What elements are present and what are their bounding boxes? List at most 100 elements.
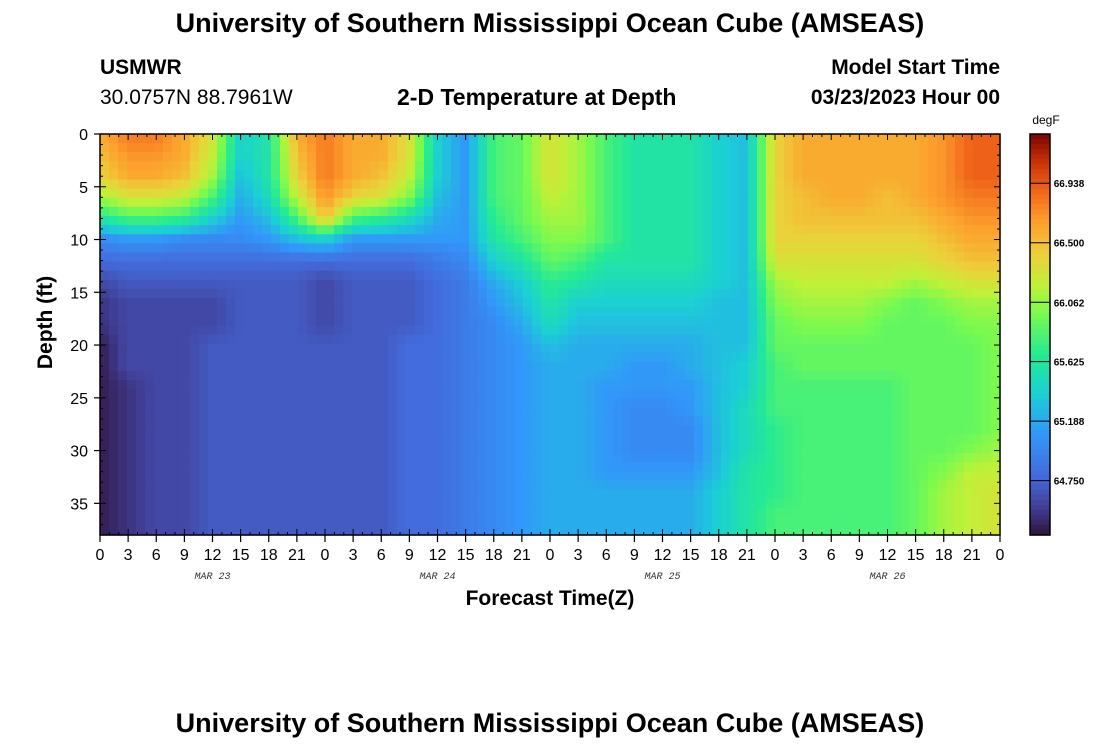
heatmap-cell — [631, 170, 641, 181]
heatmap-cell — [109, 370, 119, 381]
heatmap-cell — [982, 471, 992, 481]
heatmap-cell — [442, 498, 452, 509]
heatmap-cell — [946, 197, 956, 208]
heatmap-cell — [595, 298, 605, 308]
heatmap-cell — [595, 316, 605, 326]
heatmap-cell — [649, 525, 659, 536]
heatmap-cell — [757, 234, 767, 244]
heatmap-cell — [874, 498, 884, 509]
heatmap-cell — [568, 525, 578, 536]
heatmap-cell — [343, 161, 353, 172]
heatmap-cell — [622, 270, 632, 281]
heatmap-cell — [172, 398, 182, 409]
heatmap-cell — [397, 452, 407, 463]
heatmap-cell — [910, 261, 920, 272]
heatmap-cell — [811, 434, 821, 445]
heatmap-cell — [199, 498, 209, 509]
heatmap-cell — [298, 489, 308, 500]
heatmap-cell — [352, 152, 362, 162]
heatmap-cell — [235, 279, 245, 290]
heatmap-cell — [163, 462, 173, 472]
heatmap-cell — [631, 462, 641, 472]
heatmap-cell — [793, 134, 803, 144]
heatmap-cell — [955, 152, 965, 162]
heatmap-cell — [766, 216, 776, 226]
heatmap-cell — [127, 243, 137, 254]
heatmap-cell — [406, 298, 416, 308]
x-tick-label: 12 — [429, 547, 447, 564]
heatmap-cell — [397, 270, 407, 281]
heatmap-cell — [325, 206, 335, 217]
heatmap-cell — [172, 443, 182, 454]
heatmap-cell — [289, 216, 299, 226]
heatmap-cell — [199, 261, 209, 272]
heatmap-cell — [910, 270, 920, 281]
heatmap-cell — [631, 498, 641, 509]
heatmap-cell — [298, 316, 308, 326]
heatmap-cell — [199, 143, 209, 153]
heatmap-cell — [532, 498, 542, 509]
heatmap-cell — [433, 279, 443, 290]
station-name: USMWR — [100, 56, 182, 79]
heatmap-cell — [352, 343, 362, 354]
heatmap-cell — [451, 480, 461, 491]
heatmap-cell — [208, 325, 218, 336]
heatmap-cell — [541, 462, 551, 472]
heatmap-cell — [136, 279, 146, 290]
heatmap-cell — [730, 498, 740, 509]
heatmap-cell — [865, 143, 875, 153]
heatmap-cell — [586, 370, 596, 381]
heatmap-cell — [406, 452, 416, 463]
heatmap-cell — [334, 307, 344, 317]
heatmap-cell — [505, 143, 515, 153]
heatmap-cell — [658, 516, 668, 527]
heatmap-cell — [469, 425, 479, 436]
heatmap-cell — [127, 261, 137, 272]
heatmap-cell — [199, 434, 209, 445]
y-tick-label: 30 — [70, 444, 88, 461]
heatmap-cell — [973, 270, 983, 281]
heatmap-cell — [586, 243, 596, 254]
heatmap-cell — [658, 352, 668, 363]
heatmap-cell — [172, 307, 182, 317]
heatmap-cell — [622, 471, 632, 481]
heatmap-cell — [667, 234, 677, 244]
heatmap-cell — [847, 307, 857, 317]
heatmap-cell — [541, 443, 551, 454]
heatmap-cell — [397, 143, 407, 153]
x-tick-label: 0 — [96, 547, 105, 564]
heatmap-cell — [469, 370, 479, 381]
heatmap-cell — [244, 489, 254, 500]
heatmap-cell — [604, 216, 614, 226]
heatmap-cell — [946, 307, 956, 317]
heatmap-cell — [622, 216, 632, 226]
heatmap-cell — [622, 225, 632, 235]
heatmap-cell — [442, 234, 452, 244]
heatmap-cell — [604, 161, 614, 172]
heatmap-cell — [379, 525, 389, 536]
heatmap-cell — [973, 452, 983, 463]
heatmap-cell — [694, 343, 704, 354]
heatmap-cell — [820, 325, 830, 336]
heatmap-cell — [154, 270, 164, 281]
heatmap-cell — [361, 352, 371, 363]
heatmap-cell — [496, 471, 506, 481]
heatmap-cell — [217, 288, 227, 299]
heatmap-cell — [361, 152, 371, 162]
heatmap-cell — [883, 188, 893, 199]
heatmap-cell — [361, 389, 371, 399]
heatmap-cell — [397, 261, 407, 272]
heatmap-cell — [730, 370, 740, 381]
heatmap-cell — [883, 307, 893, 317]
heatmap-cell — [712, 334, 722, 345]
heatmap-cell — [397, 161, 407, 172]
heatmap-cell — [622, 134, 632, 144]
heatmap-cell — [577, 343, 587, 354]
heatmap-cell — [631, 380, 641, 390]
heatmap-cell — [757, 407, 767, 418]
heatmap-cell — [433, 389, 443, 399]
heatmap-cell — [838, 325, 848, 336]
heatmap-cell — [190, 489, 200, 500]
colorbar-band — [1030, 134, 1050, 140]
heatmap-cell — [739, 252, 749, 263]
